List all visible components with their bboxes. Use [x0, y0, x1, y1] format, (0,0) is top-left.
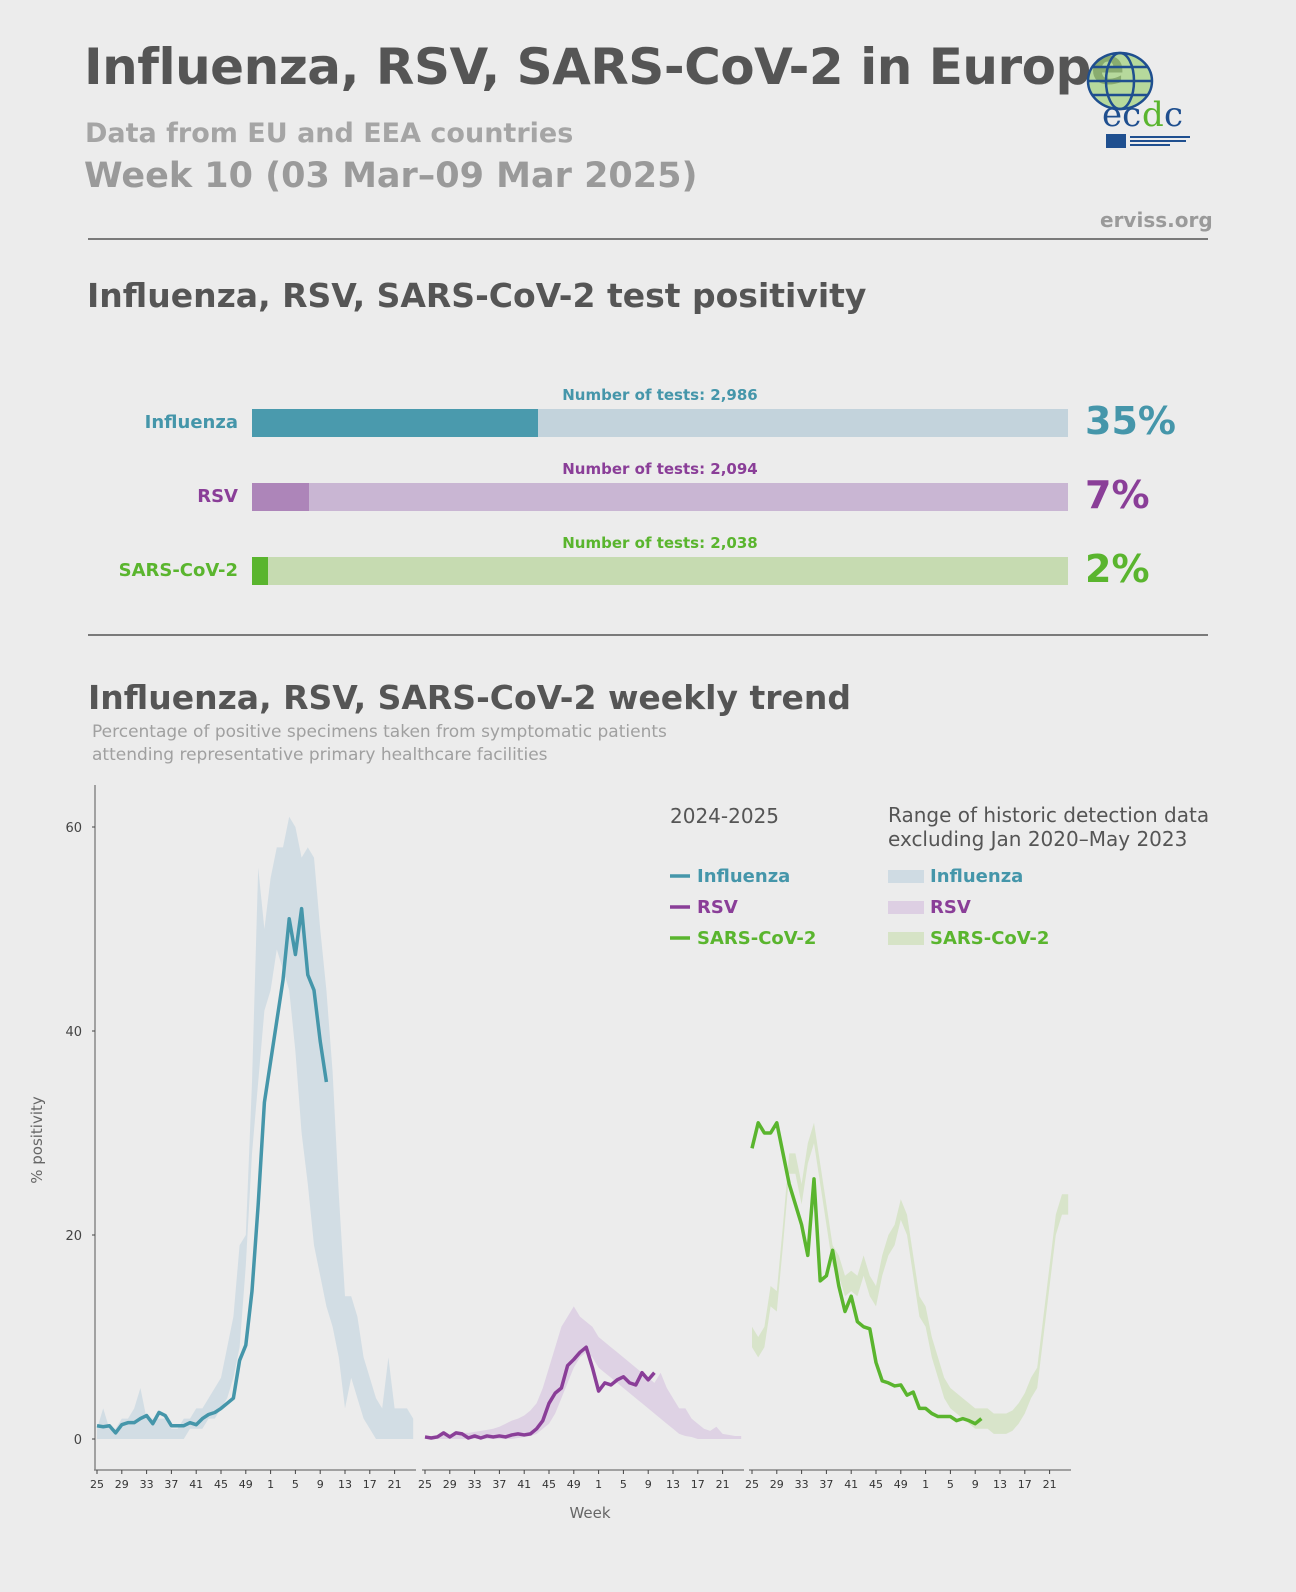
x-tick-label: 33 — [140, 1478, 154, 1491]
legend-label: SARS-CoV-2 — [930, 928, 1049, 949]
x-tick-label: 1 — [267, 1478, 274, 1491]
x-tick-label: 29 — [770, 1478, 784, 1491]
week-label: Week 10 (03 Mar–09 Mar 2025) — [84, 156, 698, 196]
x-tick-label: 17 — [691, 1478, 705, 1491]
x-tick-label: 33 — [795, 1478, 809, 1491]
x-tick-label: 1 — [922, 1478, 929, 1491]
x-tick-label: 13 — [993, 1478, 1007, 1491]
legend-swatch-band — [888, 932, 924, 945]
y-tick-label: 60 — [65, 821, 82, 836]
bar-label: Influenza — [144, 412, 238, 433]
legend-range-title: Range of historic detection data — [888, 803, 1209, 827]
y-tick-label: 40 — [65, 1025, 82, 1040]
bar-fill — [252, 409, 538, 437]
x-tick-label: 41 — [189, 1478, 203, 1491]
x-tick-label: 5 — [292, 1478, 299, 1491]
tests-count: Number of tests: 2,094 — [562, 460, 758, 478]
divider — [88, 634, 1208, 636]
historic-range-band-rsv — [425, 1306, 742, 1439]
site-link[interactable]: erviss.org — [1100, 208, 1213, 232]
legend-label: Influenza — [930, 866, 1023, 887]
x-tick-label: 21 — [388, 1478, 402, 1491]
x-tick-label: 5 — [620, 1478, 627, 1491]
page-title: Influenza, RSV, SARS-CoV-2 in Europe — [84, 38, 1125, 96]
ecdc-logo: ec d c — [1086, 51, 1190, 148]
trend-note-1: Percentage of positive specimens taken f… — [92, 722, 667, 742]
x-tick-label: 13 — [338, 1478, 352, 1491]
x-tick-label: 25 — [418, 1478, 432, 1491]
bar-track — [252, 409, 1068, 437]
y-axis-label: % positivity — [28, 1096, 46, 1184]
tests-count: Number of tests: 2,986 — [562, 386, 758, 404]
page-subtitle: Data from EU and EEA countries — [85, 118, 574, 149]
historic-range-band-sars-cov-2 — [752, 1122, 1069, 1434]
x-tick-label: 49 — [239, 1478, 253, 1491]
x-tick-label: 45 — [214, 1478, 228, 1491]
x-tick-label: 13 — [666, 1478, 680, 1491]
x-tick-label: 21 — [716, 1478, 730, 1491]
bar-label: RSV — [197, 486, 238, 507]
x-tick-label: 25 — [745, 1478, 759, 1491]
svg-text:ec: ec — [1102, 95, 1141, 135]
x-tick-label: 37 — [819, 1478, 833, 1491]
trend-note-2: attending representative primary healthc… — [92, 745, 548, 765]
series-line-sars-cov-2 — [750, 1121, 983, 1426]
legend-swatch-band — [888, 870, 924, 883]
x-tick-label: 9 — [645, 1478, 652, 1491]
x-tick-label: 49 — [567, 1478, 581, 1491]
legend-season-title: 2024-2025 — [670, 804, 779, 828]
svg-text:d: d — [1142, 95, 1164, 135]
x-tick-label: 9 — [972, 1478, 979, 1491]
percent-label: 2% — [1085, 547, 1150, 591]
legend-label: Influenza — [697, 866, 790, 887]
svg-text:c: c — [1164, 95, 1183, 135]
legend-range-title: excluding Jan 2020–May 2023 — [888, 827, 1187, 851]
x-tick-label: 37 — [164, 1478, 178, 1491]
percent-label: 35% — [1085, 399, 1176, 443]
x-axis-label: Week — [569, 1504, 610, 1522]
x-tick-label: 17 — [363, 1478, 377, 1491]
positivity-title: Influenza, RSV, SARS-CoV-2 test positivi… — [87, 276, 867, 315]
x-tick-label: 41 — [844, 1478, 858, 1491]
x-tick-label: 49 — [894, 1478, 908, 1491]
y-tick-label: 20 — [65, 1229, 82, 1244]
tests-count: Number of tests: 2,038 — [562, 534, 758, 552]
bar-fill — [252, 483, 310, 511]
divider — [88, 238, 1208, 240]
x-tick-label: 45 — [869, 1478, 883, 1491]
x-tick-label: 1 — [595, 1478, 602, 1491]
x-tick-label: 17 — [1018, 1478, 1032, 1491]
trend-title: Influenza, RSV, SARS-CoV-2 weekly trend — [88, 678, 851, 717]
legend-label: RSV — [930, 897, 971, 918]
series-line-rsv — [424, 1345, 656, 1440]
trend-chart: 0 20 40 60 % positivity Week 25 29 33 37 41 45 49 1 5 9… — [28, 785, 1209, 1522]
legend-swatch-band — [888, 901, 924, 914]
percent-label: 7% — [1085, 473, 1150, 517]
x-tick-label: 29 — [443, 1478, 457, 1491]
x-tick-label: 33 — [468, 1478, 482, 1491]
bar-label: SARS-CoV-2 — [118, 560, 238, 581]
bar-track — [252, 483, 1068, 511]
x-tick-label: 5 — [947, 1478, 954, 1491]
x-tick-label: 25 — [90, 1478, 104, 1491]
legend-label: SARS-CoV-2 — [697, 928, 816, 949]
bar-track — [252, 557, 1068, 585]
series-line-influenza — [96, 906, 329, 1435]
x-tick-label: 9 — [317, 1478, 324, 1491]
bar-fill — [252, 557, 269, 585]
x-tick-label: 45 — [542, 1478, 556, 1491]
x-tick-label: 21 — [1043, 1478, 1057, 1491]
x-tick-label: 41 — [517, 1478, 531, 1491]
x-tick-label: 29 — [115, 1478, 129, 1491]
x-tick-label: 37 — [492, 1478, 506, 1491]
legend-label: RSV — [697, 897, 738, 918]
y-tick-label: 0 — [74, 1433, 82, 1448]
historic-range-band-influenza — [97, 816, 414, 1439]
